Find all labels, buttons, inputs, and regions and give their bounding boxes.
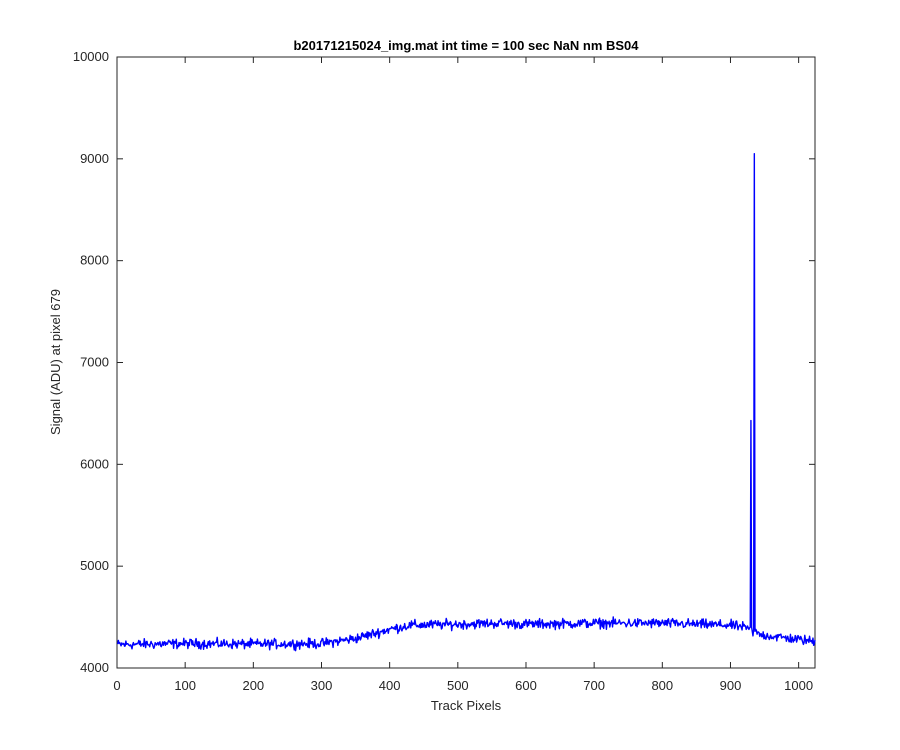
x-tick-label: 600 <box>515 678 537 693</box>
y-tick-label: 8000 <box>80 253 109 268</box>
y-tick-label: 10000 <box>73 49 109 64</box>
y-tick-label: 4000 <box>80 660 109 675</box>
x-tick-label: 500 <box>447 678 469 693</box>
x-tick-label: 1000 <box>784 678 813 693</box>
x-tick-label: 800 <box>651 678 673 693</box>
x-tick-label: 400 <box>379 678 401 693</box>
x-tick-label: 300 <box>311 678 333 693</box>
axes-box <box>116 56 816 669</box>
y-tick-label: 6000 <box>80 456 109 471</box>
x-tick-label: 0 <box>113 678 120 693</box>
plot-area: 0 100 200 300 400 500 600 700 800 900 1000 4000 5000… <box>73 49 816 693</box>
x-tick-label: 700 <box>583 678 605 693</box>
x-tick-label: 200 <box>242 678 264 693</box>
x-tick-label: 900 <box>720 678 742 693</box>
series-line <box>116 153 816 652</box>
x-axis-label: Track Pixels <box>431 698 502 713</box>
y-tick-label: 5000 <box>80 558 109 573</box>
chart-title: b20171215024_img.mat int time = 100 sec … <box>293 38 639 53</box>
x-tick-label: 100 <box>174 678 196 693</box>
y-axis-label: Signal (ADU) at pixel 679 <box>48 289 63 435</box>
y-tick-label: 7000 <box>80 355 109 370</box>
y-tick-label: 9000 <box>80 151 109 166</box>
